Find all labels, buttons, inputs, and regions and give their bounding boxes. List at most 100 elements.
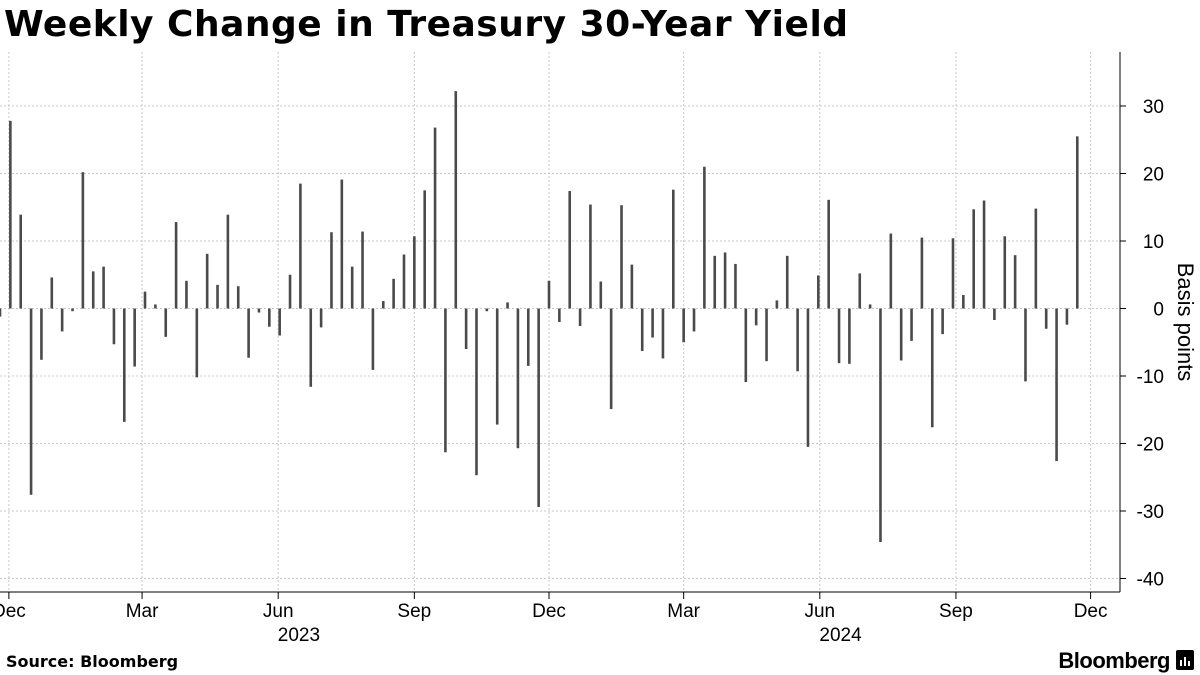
bar <box>216 284 219 309</box>
bar <box>268 308 271 327</box>
bar <box>288 274 292 309</box>
bar <box>858 273 862 309</box>
bar <box>1013 255 1017 309</box>
bar <box>0 308 2 317</box>
y-tick-label: -20 <box>1137 435 1164 456</box>
x-tick-label: Sep <box>397 601 431 622</box>
bar <box>350 266 354 309</box>
source-note: Source: Bloomberg <box>6 652 179 671</box>
bar <box>485 308 489 312</box>
bar <box>9 120 12 309</box>
bar <box>71 308 74 312</box>
bar <box>381 301 385 309</box>
bar <box>734 263 737 309</box>
bar <box>185 280 188 309</box>
bar <box>143 291 147 309</box>
x-tick-label: Dec <box>0 601 26 622</box>
bar <box>1075 136 1079 309</box>
bar <box>516 308 520 449</box>
bar <box>133 308 136 367</box>
x-year-label: 2024 <box>819 625 862 646</box>
bar <box>692 308 696 332</box>
bar <box>174 222 178 309</box>
bar <box>806 308 810 447</box>
bar <box>1034 208 1038 309</box>
bar <box>796 308 799 372</box>
bar <box>568 191 572 309</box>
bar <box>930 308 934 428</box>
y-axis-title: Basis points <box>1173 263 1198 382</box>
bar <box>154 304 157 309</box>
bar <box>340 179 344 309</box>
bar <box>81 172 85 309</box>
bar <box>537 308 540 507</box>
bar <box>703 166 706 309</box>
bar <box>1024 308 1027 382</box>
bar <box>205 253 209 309</box>
bar <box>785 255 789 309</box>
x-tick-label: Sep <box>939 601 973 622</box>
bar <box>620 205 623 309</box>
bar <box>713 255 717 309</box>
x-tick-label: Mar <box>126 601 159 622</box>
bar <box>609 308 613 410</box>
bar <box>40 308 43 360</box>
bar <box>330 232 333 309</box>
bar <box>651 308 654 338</box>
x-year-label: 2023 <box>278 625 320 646</box>
y-tick-label: 10 <box>1143 232 1164 253</box>
bar <box>236 286 240 309</box>
bar <box>444 308 447 453</box>
bar <box>433 127 437 309</box>
bar <box>993 308 996 320</box>
bar <box>371 308 375 370</box>
bar <box>464 308 468 349</box>
bar <box>402 254 406 309</box>
x-tick-label: Mar <box>667 601 700 622</box>
bar <box>1044 308 1048 329</box>
bar <box>423 190 426 309</box>
bar <box>951 238 955 309</box>
bar <box>589 204 592 309</box>
bar <box>1003 236 1007 309</box>
x-tick-label: Jun <box>804 601 835 622</box>
bar <box>723 252 727 309</box>
bar <box>247 308 250 358</box>
bar <box>19 214 23 309</box>
bar <box>547 280 551 309</box>
bar <box>60 308 64 332</box>
bar <box>392 278 395 309</box>
bar <box>817 275 820 309</box>
y-tick-label: -30 <box>1137 502 1164 523</box>
y-tick-label: -10 <box>1137 367 1164 388</box>
bar <box>50 277 54 309</box>
bar <box>226 214 230 309</box>
bar <box>29 308 33 495</box>
bar <box>454 91 458 309</box>
bar <box>1055 308 1058 462</box>
bar <box>775 300 779 309</box>
x-tick-label: Jun <box>263 601 294 622</box>
y-tick-label: 20 <box>1143 165 1164 186</box>
bar <box>640 308 644 352</box>
bar <box>578 308 582 327</box>
x-tick-label: Dec <box>1074 601 1108 622</box>
axis-layer: -40 -30 -20 -10 0 10 20 30 Dec Mar Jun Sep Dec Mar Jun… <box>0 52 1198 646</box>
bar <box>682 308 685 343</box>
bar <box>672 189 675 309</box>
bar <box>827 199 830 309</box>
bar <box>102 266 105 309</box>
bar <box>899 308 903 361</box>
bar <box>889 233 893 309</box>
bar <box>910 308 913 341</box>
bar <box>879 308 882 543</box>
bar <box>558 308 561 322</box>
bar <box>91 271 95 309</box>
bar <box>195 308 199 378</box>
bar <box>868 304 872 309</box>
y-tick-label: 0 <box>1153 300 1164 321</box>
bar <box>962 295 965 309</box>
bar <box>941 308 944 335</box>
bar <box>754 308 758 326</box>
